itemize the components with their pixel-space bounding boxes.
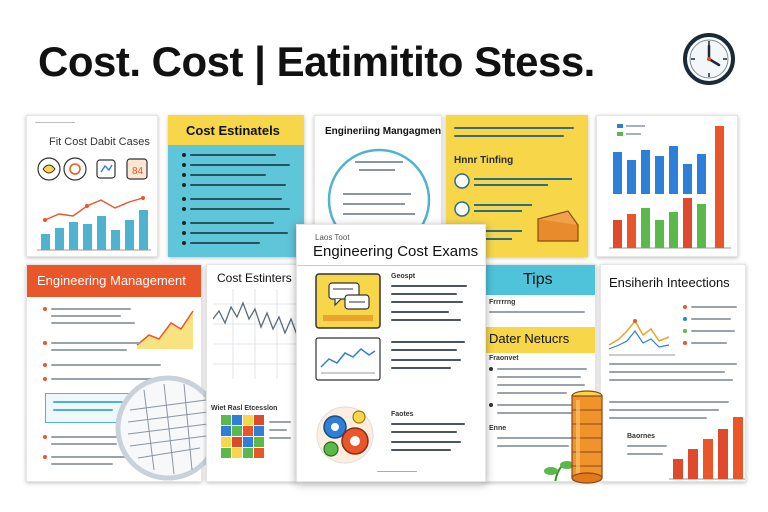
mini-line-chart <box>136 310 194 349</box>
card-header: Engineering Management <box>37 273 186 288</box>
engineering-cost-exams-card: Laos Toot Engineering Cost Exams Geospt … <box>296 224 486 482</box>
line-chart <box>213 289 297 379</box>
chart-screen-illustration <box>315 337 381 381</box>
colored-bar-chart <box>609 126 731 249</box>
card-header: Ensiherih Inteections <box>609 275 730 290</box>
card-subheader: Dater Netucrs <box>489 331 570 346</box>
section-label: Baornes <box>627 433 656 440</box>
card-header: Cost Estinatels <box>186 123 280 138</box>
magnifier-icon <box>115 375 220 481</box>
clock-icon <box>683 33 735 85</box>
section-label: Enne <box>489 425 507 432</box>
card-kicker: Laos Toot <box>315 233 350 242</box>
stacked-coins-illustration <box>571 390 603 484</box>
card-subtitle: Wiet Rasl Etcesslon <box>211 405 278 412</box>
section-label: Hnnr Tinfing <box>454 155 514 166</box>
engineering-interactions-card: Ensiherih Inteections Baornes <box>600 264 746 482</box>
section-label: Faotes <box>391 411 414 418</box>
case-icons: 84 <box>37 157 148 181</box>
legend <box>617 124 645 136</box>
card-header: Fit Cost Dabit Cases <box>49 136 150 148</box>
gears-illustration <box>316 406 374 464</box>
mini-line-chart-2 <box>608 319 675 356</box>
step-icons <box>454 173 579 242</box>
cases-bar-chart <box>37 196 151 251</box>
heatmap-grid <box>221 415 264 458</box>
rising-bar-chart <box>669 417 745 480</box>
card-header: Tips <box>523 271 553 288</box>
svg-text:84: 84 <box>132 166 144 177</box>
bar-chart-card <box>596 115 738 257</box>
section-label: Geospt <box>391 273 416 280</box>
cost-estimators-card: Cost Estinters Wiet Rasl Etcesslon <box>206 264 298 482</box>
section-label: Frrrrrng <box>489 299 516 306</box>
cost-estimates-card: Cost Estinatels <box>168 115 304 257</box>
engineering-management-card-2: Engineering Management <box>26 264 202 482</box>
cost-cases-card: Fit Cost Dabit Cases 84 <box>26 115 158 257</box>
card-header: Engineering Cost Exams <box>313 243 479 260</box>
chat-screen-illustration <box>315 273 381 329</box>
page-title: Cost. Cost | Eatimitito Stess. <box>38 38 595 85</box>
card-header: Cost Estinters <box>217 271 292 285</box>
section-label: Fraonvet <box>489 355 519 362</box>
card-header: Engineriing Mangagment <box>325 126 442 137</box>
